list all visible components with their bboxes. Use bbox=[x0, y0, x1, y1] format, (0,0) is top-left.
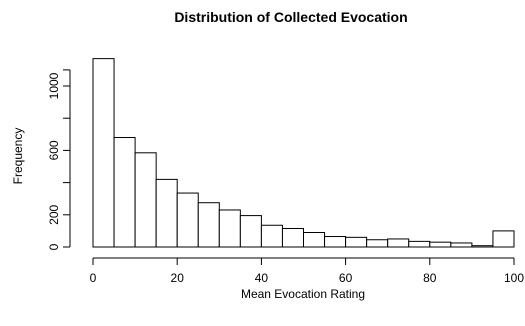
x-tick-label: 100 bbox=[504, 271, 524, 285]
bars-group bbox=[92, 58, 515, 248]
y-axis: 0 200 600 1000 bbox=[47, 69, 71, 250]
y-tick-label: 200 bbox=[47, 204, 61, 224]
histogram-bar bbox=[471, 245, 494, 248]
histogram-bar bbox=[408, 240, 431, 248]
y-axis-label: Frequency bbox=[11, 128, 25, 185]
histogram-bar bbox=[366, 239, 389, 248]
histogram-bar bbox=[303, 232, 326, 248]
histogram-bar bbox=[134, 152, 157, 248]
x-tick-label: 20 bbox=[171, 271, 185, 285]
histogram-bar bbox=[113, 137, 136, 248]
y-tick-label: 0 bbox=[47, 243, 61, 250]
histogram-bar bbox=[281, 227, 305, 248]
histogram-bar bbox=[429, 241, 452, 248]
x-axis-label: Mean Evocation Rating bbox=[241, 287, 365, 301]
y-tick-label: 600 bbox=[47, 140, 61, 160]
histogram-bar bbox=[197, 202, 220, 248]
chart-title: Distribution of Collected Evocation bbox=[174, 9, 407, 25]
histogram-bar bbox=[492, 230, 515, 248]
x-tick-label: 80 bbox=[423, 271, 437, 285]
histogram-bar bbox=[176, 192, 199, 248]
histogram-bar bbox=[155, 178, 178, 248]
x-tick-label: 40 bbox=[255, 271, 269, 285]
histogram-bar bbox=[387, 238, 410, 248]
histogram-bar bbox=[218, 209, 241, 248]
histogram-bar bbox=[345, 236, 368, 248]
histogram-bar bbox=[450, 242, 473, 248]
histogram-bar bbox=[324, 236, 347, 248]
x-tick-label: 0 bbox=[90, 271, 97, 285]
x-tick-label: 60 bbox=[339, 271, 353, 285]
histogram-bar bbox=[92, 58, 115, 248]
x-axis: 0 20 40 60 80 100 bbox=[90, 257, 524, 285]
y-tick-label: 1000 bbox=[47, 72, 61, 99]
histogram-bar bbox=[239, 215, 262, 248]
histogram-bar bbox=[260, 224, 283, 248]
